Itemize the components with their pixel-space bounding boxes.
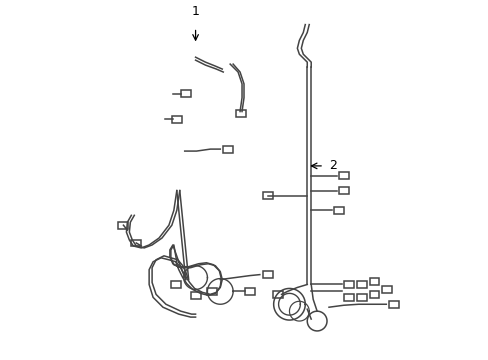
Bar bbox=[356, 294, 366, 301]
Bar bbox=[338, 187, 348, 194]
Text: 1: 1 bbox=[191, 5, 199, 18]
Bar bbox=[272, 291, 282, 298]
Bar bbox=[338, 172, 348, 179]
Bar bbox=[262, 192, 272, 199]
Bar bbox=[170, 281, 181, 288]
Bar bbox=[131, 239, 141, 247]
Bar bbox=[333, 207, 343, 214]
Bar bbox=[369, 278, 379, 285]
Bar bbox=[343, 281, 353, 288]
Text: 2: 2 bbox=[328, 159, 336, 172]
Bar bbox=[118, 222, 128, 229]
Bar bbox=[171, 116, 182, 123]
Bar bbox=[244, 288, 254, 295]
Bar bbox=[388, 301, 398, 308]
Bar bbox=[343, 294, 353, 301]
Bar bbox=[181, 90, 190, 97]
Bar bbox=[382, 286, 391, 293]
Bar bbox=[369, 291, 379, 298]
Bar bbox=[262, 271, 272, 278]
Bar bbox=[223, 146, 233, 153]
Bar bbox=[190, 292, 200, 299]
Bar bbox=[356, 281, 366, 288]
Bar bbox=[236, 110, 245, 117]
Bar bbox=[207, 288, 217, 295]
